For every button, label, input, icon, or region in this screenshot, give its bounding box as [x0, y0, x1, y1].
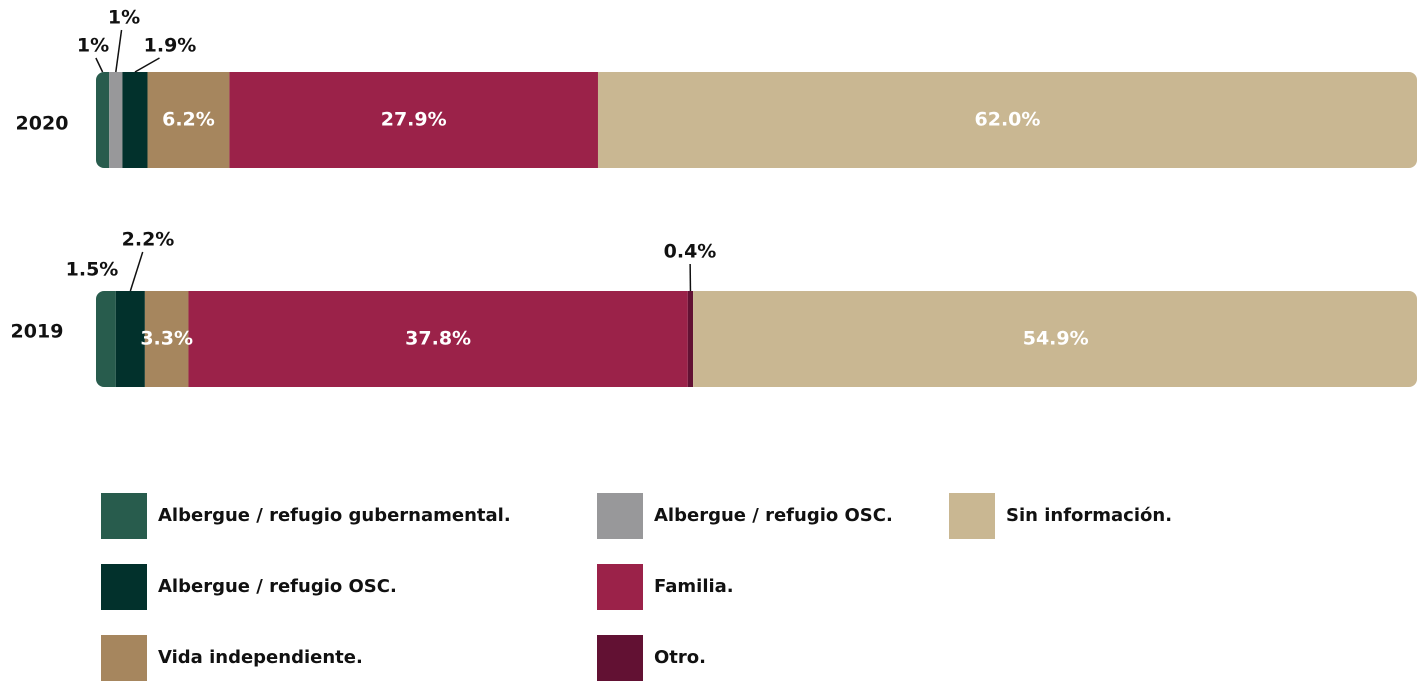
legend-label: Vida independiente.: [158, 647, 363, 668]
legend-label: Albergue / refugio OSC.: [158, 576, 397, 597]
value-label: 1.5%: [66, 259, 119, 281]
value-label: 37.8%: [405, 328, 471, 350]
bar-group: [96, 72, 1417, 168]
legend-swatch: [597, 635, 643, 681]
bar-segment: [144, 291, 189, 387]
legend-swatch: [101, 493, 147, 539]
legend-swatch: [597, 564, 643, 610]
bar-segment: [96, 72, 110, 168]
legend-swatch: [101, 564, 147, 610]
value-label: 1%: [108, 7, 140, 29]
bar-segment: [693, 291, 1417, 387]
legend-label: Familia.: [654, 576, 734, 597]
value-label: 3.3%: [140, 328, 193, 350]
bar-group: [96, 291, 1417, 387]
bar-segment: [96, 291, 116, 387]
leader-line: [95, 57, 104, 73]
category-label: 2019: [11, 321, 64, 343]
value-label: 54.9%: [1023, 328, 1089, 350]
bar-segment: [122, 72, 148, 168]
value-label: 27.9%: [381, 109, 447, 131]
legend-swatch: [101, 635, 147, 681]
legend-label: Sin información.: [1006, 505, 1172, 526]
bar-segment: [687, 291, 694, 387]
leader-line: [115, 29, 123, 73]
legend-swatch: [597, 493, 643, 539]
value-label: 1.9%: [144, 35, 197, 57]
bar-segment: [147, 72, 230, 168]
value-label: 0.4%: [664, 241, 717, 263]
category-label: 2020: [16, 113, 69, 135]
value-label: 2.2%: [122, 229, 175, 251]
legend-label: Albergue / refugio gubernamental.: [158, 505, 511, 526]
leader-line: [134, 57, 160, 73]
value-label: 1%: [77, 35, 109, 57]
value-label: 6.2%: [162, 109, 215, 131]
legend-label: Otro.: [654, 647, 706, 668]
bar-segment: [597, 72, 1417, 168]
legend-label: Albergue / refugio OSC.: [654, 505, 893, 526]
bar-segment: [188, 291, 688, 387]
bar-segment: [109, 72, 123, 168]
leader-line: [129, 251, 144, 292]
bar-segment: [115, 291, 145, 387]
legend-swatch: [949, 493, 995, 539]
value-label: 62.0%: [975, 109, 1041, 131]
bar-segment: [229, 72, 598, 168]
